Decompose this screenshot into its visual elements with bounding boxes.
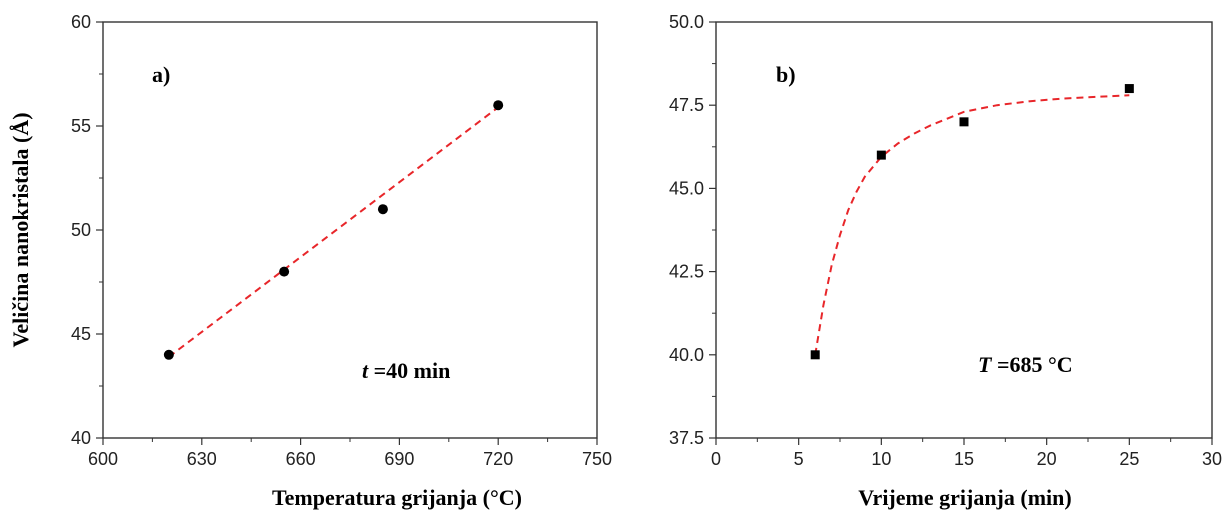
panel-a-frame [102,21,598,439]
panel-b-xtick-label: 5 [794,449,804,469]
panel-b-annotation-text: =685 °C [991,352,1072,377]
panel-a-xtick-label: 750 [582,449,612,469]
panel-a-ytick-label: 40 [71,428,91,448]
panel-a-ytick-label: 50 [71,220,91,240]
panel-a-annotation-var: t [362,358,369,383]
panel-b-data-point [810,350,820,360]
panel-b-annotation-var: T [978,352,993,377]
panel-a-data-point [493,100,504,111]
panel-b-data-point [1124,84,1134,94]
panel-a-fit-line [168,106,499,358]
panel-a-data-point [163,349,174,360]
panel-a-annotation-text: =40 min [368,358,450,383]
panel-a-label: a) [152,62,170,87]
panel-b-xtick-label: 30 [1202,449,1222,469]
panel-b-data-point [876,150,886,160]
panel-a-xtick-label: 720 [483,449,513,469]
panel-b-xtick-label: 10 [871,449,891,469]
panel-a-ylabel: Veličina nanokristala (Å) [8,112,33,347]
panel-b-fit-line [814,94,1130,355]
panel-a-data-point [279,266,290,277]
panel-a-xtick-label: 660 [286,449,316,469]
panel-b-ytick-label: 45.0 [669,178,704,198]
panel-a-ytick-label: 55 [71,116,91,136]
panel-b-xtick-label: 15 [954,449,974,469]
panel-b-xtick-label: 0 [711,449,721,469]
panel-b-ytick-label: 50.0 [669,12,704,32]
panel-a: a) t =40 min Temperatura grijanja (°C) V… [8,12,612,510]
panel-a-ytick-label: 60 [71,12,91,32]
panel-b-ytick-label: 40.0 [669,345,704,365]
panel-b-xtick-label: 25 [1119,449,1139,469]
panel-a-ytick-label: 45 [71,324,91,344]
panel-b-data-point [959,117,969,127]
panel-a-data-point [377,204,388,215]
panel-a-xlabel: Temperatura grijanja (°C) [272,485,522,510]
panel-b-ytick-label: 42.5 [669,262,704,282]
panel-b-ytick-label: 37.5 [669,428,704,448]
panel-b-label: b) [776,62,796,87]
panel-b-ytick-label: 47.5 [669,95,704,115]
panel-b-annotation: T =685 °C [978,352,1073,377]
panel-b: b) T =685 °C Vrijeme grijanja (min) 0 5 10… [669,12,1222,510]
panel-a-xtick-label: 600 [88,449,118,469]
panel-b-xlabel: Vrijeme grijanja (min) [858,485,1071,510]
panel-a-annotation: t =40 min [362,358,450,383]
panel-a-xtick-label: 690 [384,449,414,469]
panel-b-xtick-label: 20 [1037,449,1057,469]
panel-a-xtick-label: 630 [187,449,217,469]
